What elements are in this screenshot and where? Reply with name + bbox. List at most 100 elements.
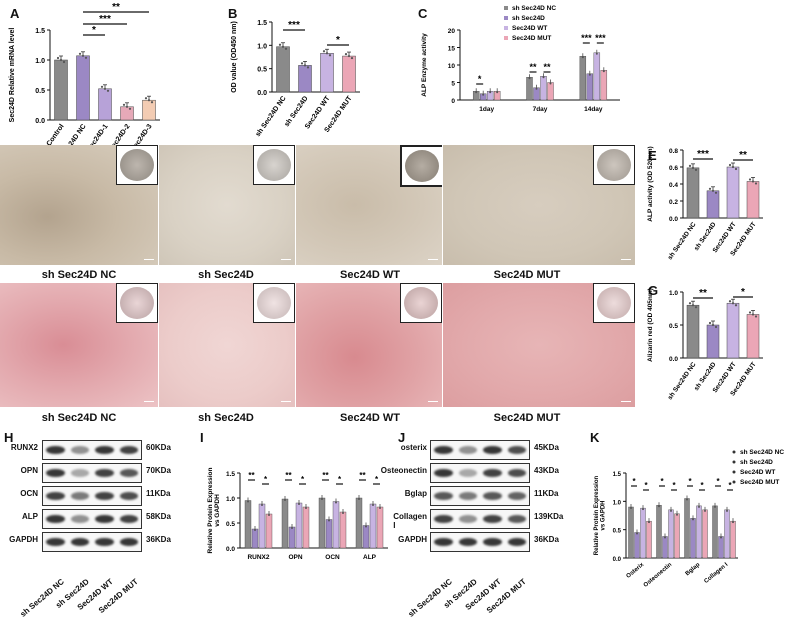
blot-kda-label: 70KDa	[146, 466, 171, 475]
data-point	[247, 500, 249, 503]
significance-label: *	[741, 287, 745, 298]
significance-label: *	[92, 25, 96, 36]
significance-label: *	[478, 74, 482, 84]
blot-row-label: OCN	[20, 489, 38, 498]
blot-kda-label: 36KDa	[146, 535, 171, 544]
blot-row-label: GAPDH	[398, 535, 427, 544]
data-point	[268, 514, 270, 516]
data-point	[496, 91, 499, 94]
blot-band	[507, 538, 526, 546]
x-tick-label: sh Sec24D NC	[667, 221, 698, 261]
blot-kda-label: 43KDa	[534, 466, 559, 475]
significance-label: *	[301, 475, 305, 484]
blot-row-label: ALP	[22, 512, 38, 521]
data-point	[475, 91, 478, 94]
bar	[646, 520, 652, 559]
blot-band	[458, 538, 477, 546]
blot-row-label: Bglap	[404, 489, 427, 498]
x-tick-label: sh Sec24D NC	[255, 95, 288, 138]
bar	[526, 77, 533, 101]
x-tick-label: ALP	[363, 554, 377, 561]
culture-dish-inset	[400, 283, 442, 323]
data-point	[128, 107, 132, 110]
y-tick-label: 0.0	[35, 118, 45, 125]
scale-bar	[428, 259, 438, 260]
x-tick-label: OCN	[325, 554, 340, 561]
bar	[724, 509, 730, 559]
significance-label: **	[543, 62, 551, 72]
alp-stain-photo-sh	[159, 145, 295, 265]
significance-label: **	[285, 471, 292, 480]
y-axis-label: Sec24D Relative mRNA level	[9, 28, 16, 123]
data-point	[303, 64, 307, 67]
data-point	[281, 45, 285, 48]
data-point	[698, 505, 700, 508]
data-point	[261, 504, 263, 506]
data-point	[648, 521, 650, 524]
y-tick-label: 0.5	[613, 529, 622, 535]
data-point	[676, 513, 678, 516]
data-point	[726, 509, 728, 512]
data-point	[325, 52, 329, 55]
blot-band	[458, 492, 477, 500]
blot-band	[458, 515, 477, 523]
scale-bar	[428, 401, 438, 402]
y-tick-label: 0.5	[35, 88, 45, 95]
data-point	[365, 525, 367, 528]
data-point	[328, 519, 330, 522]
blot-band	[46, 538, 65, 546]
culture-dish-inset	[400, 145, 442, 187]
data-point	[305, 507, 307, 509]
significance-label: ***	[595, 33, 606, 43]
x-tick-label: 14day	[584, 106, 603, 113]
blot-band	[434, 538, 453, 546]
blot-band	[46, 515, 65, 523]
data-point	[489, 91, 492, 94]
blot-band	[507, 515, 526, 523]
photo-label-d-wt: Sec24D WT	[340, 269, 400, 281]
legend-marker	[732, 460, 736, 464]
photo-label-f-wt: Sec24D WT	[340, 412, 400, 424]
alp-stain-photo-wt	[296, 145, 442, 265]
bar	[302, 506, 310, 549]
bar	[718, 536, 724, 559]
bar	[634, 532, 640, 559]
blot-band	[434, 469, 453, 477]
y-tick-label: 15	[448, 46, 456, 53]
data-point	[347, 54, 351, 58]
bar	[702, 509, 708, 559]
photo-label-d-nc: sh Sec24D NC	[41, 269, 117, 281]
bar	[690, 518, 696, 559]
bar	[706, 190, 720, 219]
significance-label: *	[728, 481, 732, 490]
data-point	[278, 43, 282, 46]
y-tick-label: 0.0	[613, 557, 622, 563]
y-tick-label: 1.0	[226, 496, 235, 503]
y-tick-label: 1.0	[613, 500, 622, 506]
data-point	[335, 501, 337, 504]
bar	[258, 503, 266, 549]
data-point	[254, 529, 256, 531]
data-point	[81, 54, 85, 57]
blot-row-label: OPN	[20, 466, 38, 475]
blot-strip	[42, 509, 142, 529]
bar	[640, 507, 646, 559]
data-point	[602, 70, 605, 73]
blot-kda-label: 36KDa	[534, 535, 559, 544]
blot-band	[458, 469, 477, 477]
y-tick-label: 1.0	[257, 43, 267, 50]
chart-k-svg: 0.0 0.5 1.0 1.5 Relative Protein Expressionv…	[594, 449, 784, 589]
blot-band	[483, 515, 502, 523]
y-axis-label: ALP Enzyme activity	[421, 33, 428, 97]
data-point	[734, 167, 738, 171]
data-point	[686, 498, 688, 501]
data-point	[328, 54, 332, 57]
data-point	[100, 85, 104, 88]
data-point	[147, 99, 151, 102]
legend-label: Sec24D MUT	[512, 35, 551, 42]
blot-strip	[42, 463, 142, 483]
data-point	[630, 507, 632, 509]
legend-label: Sec24D MUT	[740, 479, 779, 486]
y-axis-label: Relative Protein Expressionvs GAPDH	[594, 475, 607, 555]
y-tick-label: 1.5	[35, 28, 45, 35]
